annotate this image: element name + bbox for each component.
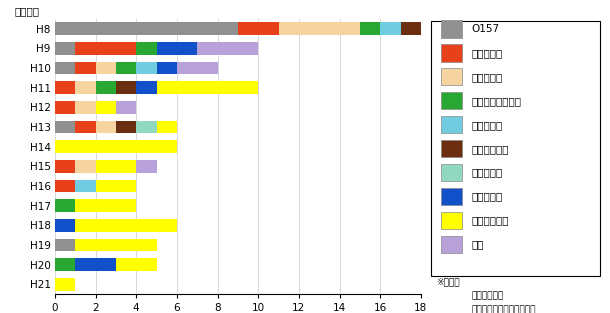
Bar <box>116 121 136 133</box>
Text: 独立行政法人: 独立行政法人 <box>472 291 503 300</box>
Bar <box>96 62 116 74</box>
Bar <box>55 258 75 271</box>
Bar <box>75 199 136 212</box>
Bar <box>55 140 177 153</box>
Bar <box>360 22 380 35</box>
Bar <box>75 81 96 94</box>
Bar <box>401 22 421 35</box>
Bar <box>55 101 75 114</box>
Bar <box>177 62 218 74</box>
Bar <box>96 121 116 133</box>
FancyBboxPatch shape <box>441 212 462 229</box>
Bar <box>157 81 258 94</box>
FancyBboxPatch shape <box>441 68 462 85</box>
Bar <box>421 22 441 35</box>
Bar <box>116 101 136 114</box>
Bar <box>55 239 75 251</box>
Text: ※出典：: ※出典： <box>436 277 459 286</box>
Bar <box>116 81 136 94</box>
Text: ヒスタミン: ヒスタミン <box>472 192 503 202</box>
Bar <box>75 239 157 251</box>
FancyBboxPatch shape <box>441 92 462 110</box>
Text: 不明: 不明 <box>472 239 484 249</box>
Bar <box>116 62 136 74</box>
Bar <box>136 62 157 74</box>
Bar <box>75 42 136 55</box>
FancyBboxPatch shape <box>441 236 462 253</box>
Text: 病原大腸菌: 病原大腸菌 <box>472 48 503 58</box>
Bar <box>279 22 360 35</box>
Bar <box>75 62 96 74</box>
FancyBboxPatch shape <box>441 140 462 157</box>
Text: （年度）: （年度） <box>15 6 40 16</box>
Text: サルモネラ: サルモネラ <box>472 72 503 82</box>
Bar <box>157 121 177 133</box>
Bar <box>96 81 116 94</box>
FancyBboxPatch shape <box>441 116 462 133</box>
Bar <box>75 101 96 114</box>
Bar <box>55 62 75 74</box>
Bar <box>96 101 116 114</box>
Bar <box>136 160 157 173</box>
Text: カンピロバクター: カンピロバクター <box>472 96 521 106</box>
Text: ブドウ球菌: ブドウ球菌 <box>472 168 503 177</box>
Bar <box>55 22 238 35</box>
FancyBboxPatch shape <box>441 164 462 181</box>
Text: O157: O157 <box>472 24 500 34</box>
Bar <box>157 42 197 55</box>
FancyBboxPatch shape <box>441 20 462 38</box>
Bar <box>75 219 177 232</box>
Bar <box>136 81 157 94</box>
Bar <box>55 219 75 232</box>
Bar <box>136 121 157 133</box>
Bar <box>55 121 75 133</box>
FancyBboxPatch shape <box>441 188 462 205</box>
FancyBboxPatch shape <box>441 44 462 62</box>
Bar <box>55 160 75 173</box>
Bar <box>75 258 116 271</box>
Bar <box>55 180 75 192</box>
Bar <box>75 160 96 173</box>
Text: ウェルシュ菌: ウェルシュ菌 <box>472 144 509 154</box>
Bar <box>75 121 96 133</box>
Bar <box>55 42 75 55</box>
Text: 日本スポーツ振興センター: 日本スポーツ振興センター <box>472 305 536 313</box>
Bar <box>380 22 401 35</box>
Bar <box>197 42 258 55</box>
Bar <box>55 81 75 94</box>
Bar <box>75 180 96 192</box>
Bar <box>116 258 157 271</box>
Bar <box>136 42 157 55</box>
Bar <box>157 62 177 74</box>
Bar <box>55 199 75 212</box>
FancyBboxPatch shape <box>431 21 600 276</box>
Text: ノロウイルス: ノロウイルス <box>472 216 509 225</box>
Bar <box>96 180 136 192</box>
Bar <box>238 22 279 35</box>
Bar <box>55 278 75 291</box>
Text: セレウス菌: セレウス菌 <box>472 120 503 130</box>
Bar <box>96 160 136 173</box>
